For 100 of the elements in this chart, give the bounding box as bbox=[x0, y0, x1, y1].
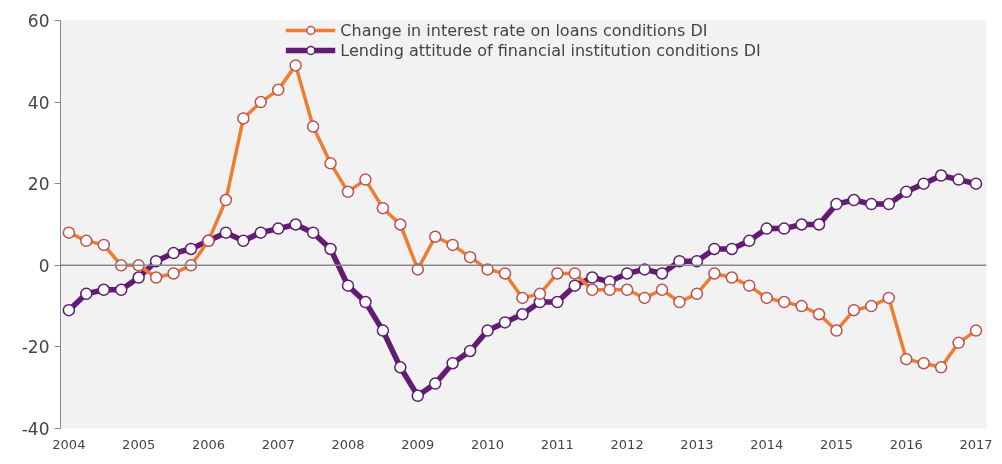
point bbox=[760, 222, 773, 235]
point bbox=[463, 250, 477, 264]
point bbox=[306, 226, 320, 239]
point bbox=[969, 177, 983, 190]
point bbox=[359, 295, 372, 309]
point bbox=[847, 303, 861, 317]
point bbox=[359, 173, 372, 186]
point bbox=[551, 295, 564, 309]
point bbox=[324, 157, 337, 170]
point bbox=[341, 185, 355, 199]
x-tick-label: 2004 bbox=[52, 436, 86, 452]
point bbox=[585, 271, 599, 284]
point bbox=[603, 283, 616, 297]
point bbox=[289, 218, 302, 231]
point bbox=[777, 222, 791, 235]
y-tick-label: -20 bbox=[21, 337, 50, 358]
x-tick-label: 2007 bbox=[261, 436, 295, 452]
point bbox=[865, 197, 878, 211]
x-tick-label: 2012 bbox=[610, 436, 644, 452]
point bbox=[394, 218, 407, 231]
point bbox=[62, 303, 76, 317]
point bbox=[830, 197, 843, 211]
point bbox=[969, 324, 983, 337]
point bbox=[655, 283, 669, 297]
point bbox=[149, 254, 163, 268]
point bbox=[428, 230, 442, 243]
point bbox=[271, 83, 285, 97]
point bbox=[481, 263, 494, 276]
x-tick-label: 2013 bbox=[680, 436, 714, 452]
point bbox=[324, 242, 337, 256]
point bbox=[638, 291, 651, 305]
point bbox=[917, 356, 930, 370]
point bbox=[132, 271, 145, 284]
x-tick-label: 2010 bbox=[471, 436, 505, 452]
point bbox=[237, 112, 250, 125]
point bbox=[306, 120, 320, 133]
point bbox=[742, 234, 756, 248]
point bbox=[428, 377, 442, 390]
point bbox=[690, 287, 704, 301]
point bbox=[812, 308, 826, 321]
y-tick-label: 60 bbox=[27, 11, 50, 31]
point bbox=[673, 295, 686, 309]
point bbox=[80, 234, 93, 248]
x-tick-label: 2005 bbox=[122, 436, 156, 452]
x-tick-label: 2009 bbox=[401, 436, 435, 452]
point bbox=[655, 267, 669, 280]
point bbox=[114, 283, 128, 297]
point bbox=[812, 218, 826, 231]
point bbox=[254, 226, 268, 239]
point bbox=[533, 287, 547, 301]
point bbox=[795, 299, 808, 313]
x-tick-label: 2017 bbox=[959, 436, 993, 452]
point bbox=[254, 95, 268, 109]
point bbox=[742, 279, 756, 292]
point bbox=[446, 238, 459, 252]
point bbox=[708, 267, 721, 280]
point bbox=[62, 226, 76, 239]
x-tick-label: 2011 bbox=[540, 436, 574, 452]
y-tick-label: -40 bbox=[21, 419, 50, 439]
point bbox=[760, 291, 773, 305]
x-tick-label: 2006 bbox=[191, 436, 225, 452]
point bbox=[97, 283, 111, 297]
y-tick-label: 0 bbox=[38, 255, 50, 276]
point bbox=[411, 389, 425, 403]
point bbox=[568, 279, 582, 292]
point bbox=[516, 291, 529, 305]
y-tick-label: 40 bbox=[27, 92, 50, 113]
point bbox=[830, 324, 843, 337]
point bbox=[620, 283, 634, 297]
point bbox=[498, 316, 512, 329]
point bbox=[376, 324, 390, 337]
x-tick-label: 2015 bbox=[819, 436, 854, 452]
point bbox=[568, 267, 582, 280]
x-tick-label: 2008 bbox=[331, 436, 365, 452]
point bbox=[219, 193, 233, 207]
point bbox=[847, 193, 861, 207]
point bbox=[725, 242, 739, 256]
point bbox=[585, 283, 599, 297]
point bbox=[411, 263, 425, 276]
point bbox=[900, 352, 913, 366]
legend-label: Change in interest rate on loans conditions DI bbox=[340, 20, 708, 40]
point bbox=[690, 254, 704, 268]
point bbox=[167, 267, 180, 280]
point bbox=[80, 287, 93, 301]
point bbox=[620, 267, 634, 280]
point bbox=[446, 356, 459, 370]
point bbox=[376, 201, 390, 215]
point bbox=[673, 254, 686, 268]
point bbox=[865, 299, 878, 313]
point bbox=[167, 246, 180, 260]
point bbox=[551, 267, 564, 280]
point bbox=[795, 218, 808, 231]
x-tick-label: 2016 bbox=[889, 436, 923, 452]
point bbox=[882, 197, 896, 211]
point bbox=[463, 344, 477, 358]
point bbox=[184, 242, 198, 256]
point bbox=[952, 336, 965, 350]
point bbox=[498, 267, 512, 280]
y-tick-label: 20 bbox=[27, 174, 50, 195]
point bbox=[516, 308, 529, 321]
